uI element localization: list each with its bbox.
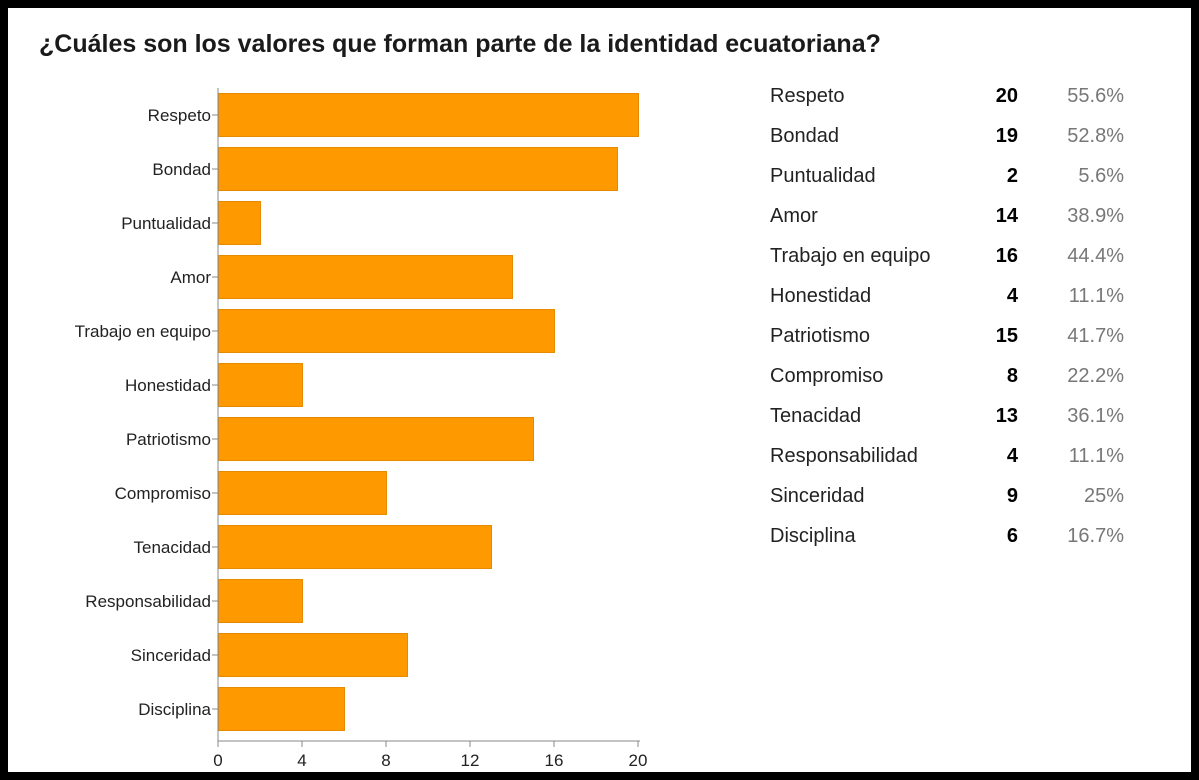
summary-label: Sinceridad: [770, 484, 865, 507]
y-tick-label-11: Disciplina: [138, 700, 211, 719]
y-tick-label-3: Amor: [170, 268, 211, 287]
y-tick-label-2: Puntualidad: [121, 214, 211, 233]
summary-label: Respeto: [770, 84, 845, 107]
summary-label: Patriotismo: [770, 324, 871, 347]
y-tick-label-5: Honestidad: [125, 376, 211, 395]
summary-label: Bondad: [770, 124, 839, 147]
bar-6: [218, 417, 534, 461]
summary-count: 20: [995, 84, 1018, 107]
x-tick-label-3: 12: [461, 751, 480, 770]
summary-count: 19: [995, 124, 1018, 147]
summary-count: 4: [1006, 444, 1018, 467]
bar-1: [218, 147, 618, 191]
summary-label: Trabajo en equipo: [770, 244, 931, 267]
summary-count: 14: [995, 204, 1018, 227]
summary-percent: 44.4%: [1067, 244, 1124, 267]
summary-percent: 11.1%: [1068, 444, 1124, 467]
summary-label: Responsabilidad: [770, 444, 918, 467]
x-tick-label-5: 20: [629, 751, 648, 770]
y-tick-label-9: Responsabilidad: [85, 592, 211, 611]
y-tick-label-7: Compromiso: [115, 484, 211, 503]
summary-row: Patriotismo 15 41.7%: [770, 316, 1124, 356]
summary-row: Amor 14 38.9%: [770, 196, 1124, 236]
summary-percent: 25%: [1083, 484, 1124, 507]
summary-row: Compromiso 8 22.2%: [770, 356, 1124, 396]
summary-row: Respeto 20 55.6%: [770, 76, 1124, 116]
summary-percent: 55.6%: [1067, 84, 1124, 107]
summary-count: 9: [1006, 484, 1018, 507]
survey-panel: ¿Cuáles son los valores que forman parte…: [8, 8, 1191, 772]
summary-label: Compromiso: [770, 364, 884, 387]
summary-count: 6: [1006, 524, 1018, 547]
summary-label: Honestidad: [770, 284, 872, 307]
summary-row: Puntualidad 2 5.6%: [770, 156, 1124, 196]
summary-count: 4: [1006, 284, 1018, 307]
summary-label: Puntualidad: [770, 164, 876, 187]
x-tick-label-1: 4: [297, 751, 306, 770]
summary-row: Bondad 19 52.8%: [770, 116, 1124, 156]
summary-row: Tenacidad 13 36.1%: [770, 396, 1124, 436]
summary-count: 2: [1006, 164, 1018, 187]
x-tick-label-2: 8: [381, 751, 390, 770]
summary-row: Sinceridad 9 25%: [770, 476, 1124, 516]
summary-percent: 36.1%: [1067, 404, 1124, 427]
summary-count: 13: [995, 404, 1018, 427]
bar-4: [218, 309, 555, 353]
summary-percent: 5.6%: [1078, 164, 1124, 187]
question-title: ¿Cuáles son los valores que forman parte…: [39, 30, 881, 58]
y-tick-label-6: Patriotismo: [126, 430, 211, 449]
summary-count: 15: [995, 324, 1018, 347]
bar-0: [218, 93, 639, 137]
bar-chart: Respeto Bondad Puntualidad Amor Trabajo en e…: [75, 88, 648, 770]
summary-row: Honestidad 4 11.1%: [770, 276, 1124, 316]
y-tick-label-0: Respeto: [148, 106, 211, 125]
bar-8: [218, 525, 492, 569]
bar-9: [218, 579, 303, 623]
y-tick-label-4: Trabajo en equipo: [75, 322, 211, 341]
summary-row: Disciplina 6 16.7%: [770, 516, 1124, 556]
x-tick-label-4: 16: [545, 751, 564, 770]
summary-percent: 38.9%: [1067, 204, 1124, 227]
bar-10: [218, 633, 408, 677]
bar-7: [218, 471, 387, 515]
bar-3: [218, 255, 513, 299]
summary-label: Disciplina: [770, 524, 856, 547]
bar-11: [218, 687, 345, 731]
bar-5: [218, 363, 303, 407]
bar-2: [218, 201, 261, 245]
y-tick-label-10: Sinceridad: [131, 646, 211, 665]
summary-row: Trabajo en equipo 16 44.4%: [770, 236, 1124, 276]
summary-percent: 52.8%: [1067, 124, 1124, 147]
summary-table: Respeto 20 55.6% Bondad 19 52.8% Puntualidad 2 5…: [770, 76, 1124, 556]
summary-count: 8: [1006, 364, 1018, 387]
y-tick-label-1: Bondad: [152, 160, 211, 179]
summary-label: Amor: [770, 204, 818, 227]
summary-percent: 11.1%: [1068, 284, 1124, 307]
summary-label: Tenacidad: [770, 404, 862, 427]
summary-percent: 41.7%: [1067, 324, 1124, 347]
x-tick-label-0: 0: [213, 751, 222, 770]
summary-row: Responsabilidad 4 11.1%: [770, 436, 1124, 476]
y-tick-label-8: Tenacidad: [133, 538, 211, 557]
summary-count: 16: [995, 244, 1018, 267]
summary-percent: 22.2%: [1067, 364, 1124, 387]
summary-percent: 16.7%: [1067, 524, 1124, 547]
